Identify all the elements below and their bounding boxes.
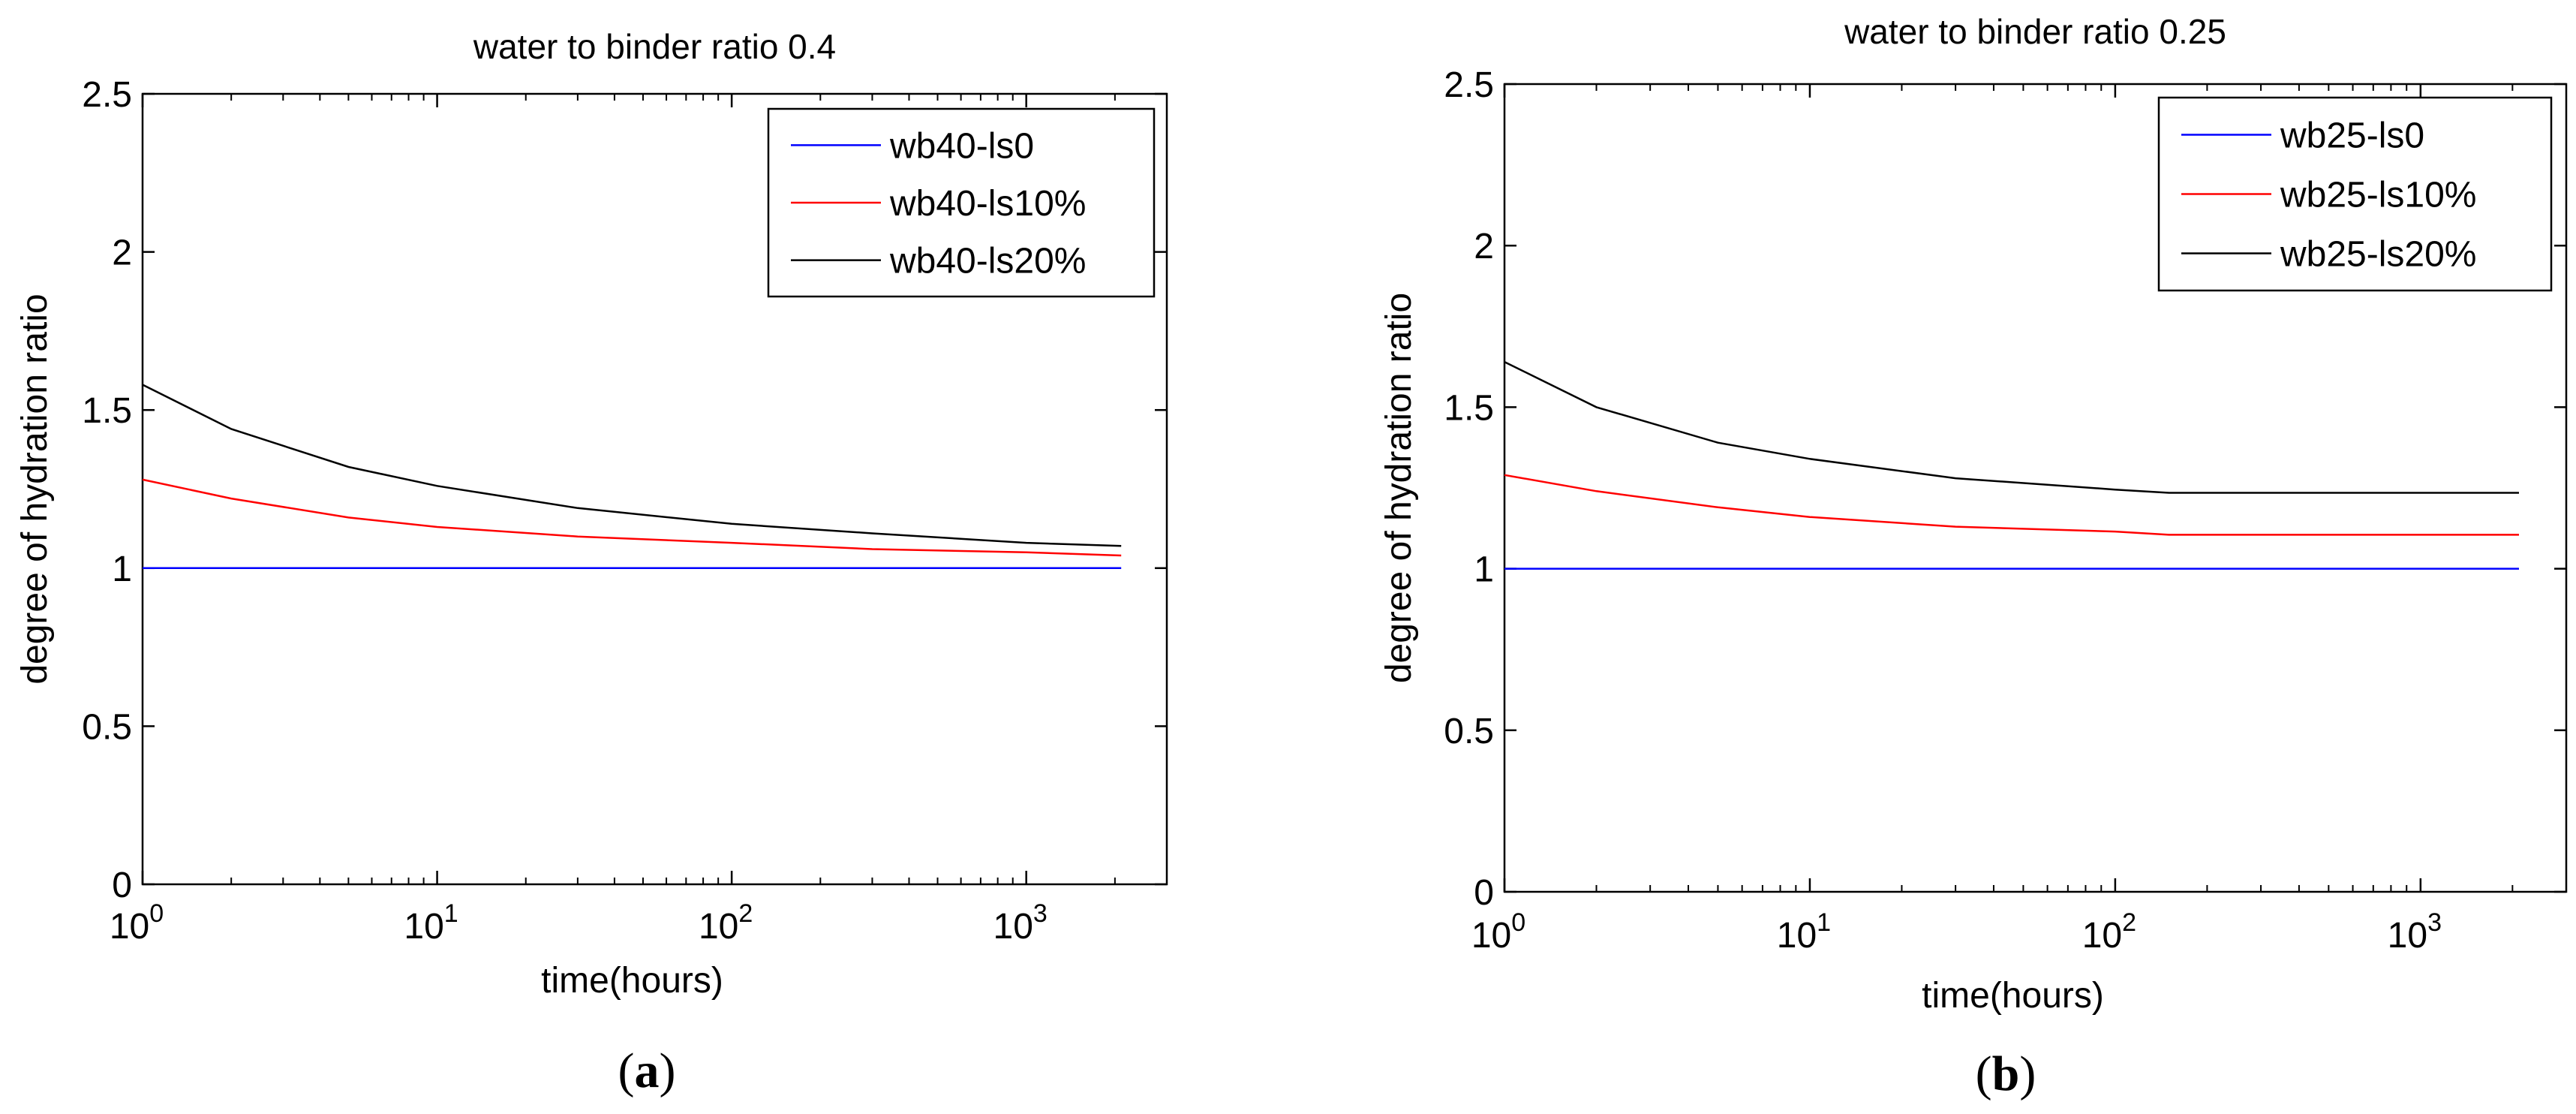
y-tick-label: 0 <box>1474 873 1494 913</box>
x-tick-label: 100 <box>1471 908 1525 956</box>
x-tick-exponent: 3 <box>2427 908 2442 937</box>
x-tick-base: 10 <box>993 907 1033 947</box>
x-tick-base: 10 <box>2388 916 2427 956</box>
legend-label: wb40-ls10% <box>889 184 1086 224</box>
x-tick-base: 10 <box>2082 916 2122 956</box>
x-tick-base: 10 <box>1471 916 1511 956</box>
y-tick-label: 2.5 <box>1444 65 1494 105</box>
series-line-wb25-ls20% <box>1504 360 2519 494</box>
x-tick-exponent: 2 <box>738 899 753 928</box>
legend: wb25-ls0 wb25-ls10% wb25-ls20% <box>2157 96 2553 292</box>
panel-caption: (a) <box>618 1043 676 1098</box>
series-line-wb25-ls10% <box>1504 474 2519 536</box>
x-tick-label: 100 <box>110 899 164 947</box>
y-tick-label: 1 <box>1474 550 1494 590</box>
panel-caption: (b) <box>1976 1046 2036 1101</box>
plot-frame <box>141 92 1168 886</box>
x-tick-base: 10 <box>404 907 443 947</box>
x-tick-base: 10 <box>1777 916 1817 956</box>
legend-label: wb25-ls20% <box>2280 235 2476 275</box>
y-tick-label: 2 <box>112 233 132 273</box>
x-axis-label: time(hours) <box>1922 976 2104 1016</box>
y-tick-label: 1 <box>112 549 132 589</box>
y-axis-label: degree of hydration ratio <box>1379 293 1419 683</box>
chart-title: water to binder ratio 0.4 <box>473 27 836 66</box>
x-tick-label: 101 <box>1777 908 1831 956</box>
caption-open: ( <box>1976 1046 1992 1101</box>
y-tick-label: 0.5 <box>1444 712 1494 751</box>
x-tick-exponent: 3 <box>1033 899 1048 928</box>
x-tick-label: 103 <box>993 899 1048 947</box>
x-tick-exponent: 1 <box>444 899 458 928</box>
caption-close: ) <box>2019 1046 2036 1101</box>
x-tick-exponent: 0 <box>149 899 164 928</box>
x-tick-label: 103 <box>2388 908 2442 956</box>
y-axis-label: degree of hydration ratio <box>15 294 55 684</box>
x-tick-label: 102 <box>2082 908 2136 956</box>
y-tick-label: 0.5 <box>82 707 132 747</box>
y-tick-label: 1.5 <box>82 391 132 431</box>
x-tick-label: 101 <box>404 899 458 947</box>
caption-letter: a <box>635 1043 660 1098</box>
caption-close: ) <box>660 1043 676 1098</box>
plot-frame <box>1503 83 2568 893</box>
caption-open: ( <box>618 1043 635 1098</box>
legend: wb40-ls0 wb40-ls10% wb40-ls20% <box>767 107 1156 298</box>
series-line-wb40-ls20% <box>142 384 1122 547</box>
y-tick-label: 2.5 <box>82 75 132 115</box>
y-tick-label: 2 <box>1474 227 1494 266</box>
y-tick-label: 0 <box>112 866 132 905</box>
legend-label: wb40-ls20% <box>889 242 1086 282</box>
series-line-wb40-ls10% <box>142 478 1122 557</box>
legend-label: wb40-ls0 <box>889 126 1034 166</box>
x-axis-label: time(hours) <box>541 961 723 1001</box>
legend-label: wb25-ls10% <box>2280 176 2476 215</box>
x-tick-exponent: 2 <box>2122 908 2136 937</box>
y-tick-label: 1.5 <box>1444 388 1494 428</box>
x-tick-base: 10 <box>110 907 149 947</box>
legend-label: wb25-ls0 <box>2280 116 2424 156</box>
x-tick-exponent: 0 <box>1511 908 1525 937</box>
x-tick-exponent: 1 <box>1817 908 1831 937</box>
caption-letter: b <box>1992 1046 2020 1101</box>
chart-title: water to binder ratio 0.25 <box>1844 12 2226 51</box>
x-tick-base: 10 <box>699 907 738 947</box>
x-tick-label: 102 <box>699 899 753 947</box>
